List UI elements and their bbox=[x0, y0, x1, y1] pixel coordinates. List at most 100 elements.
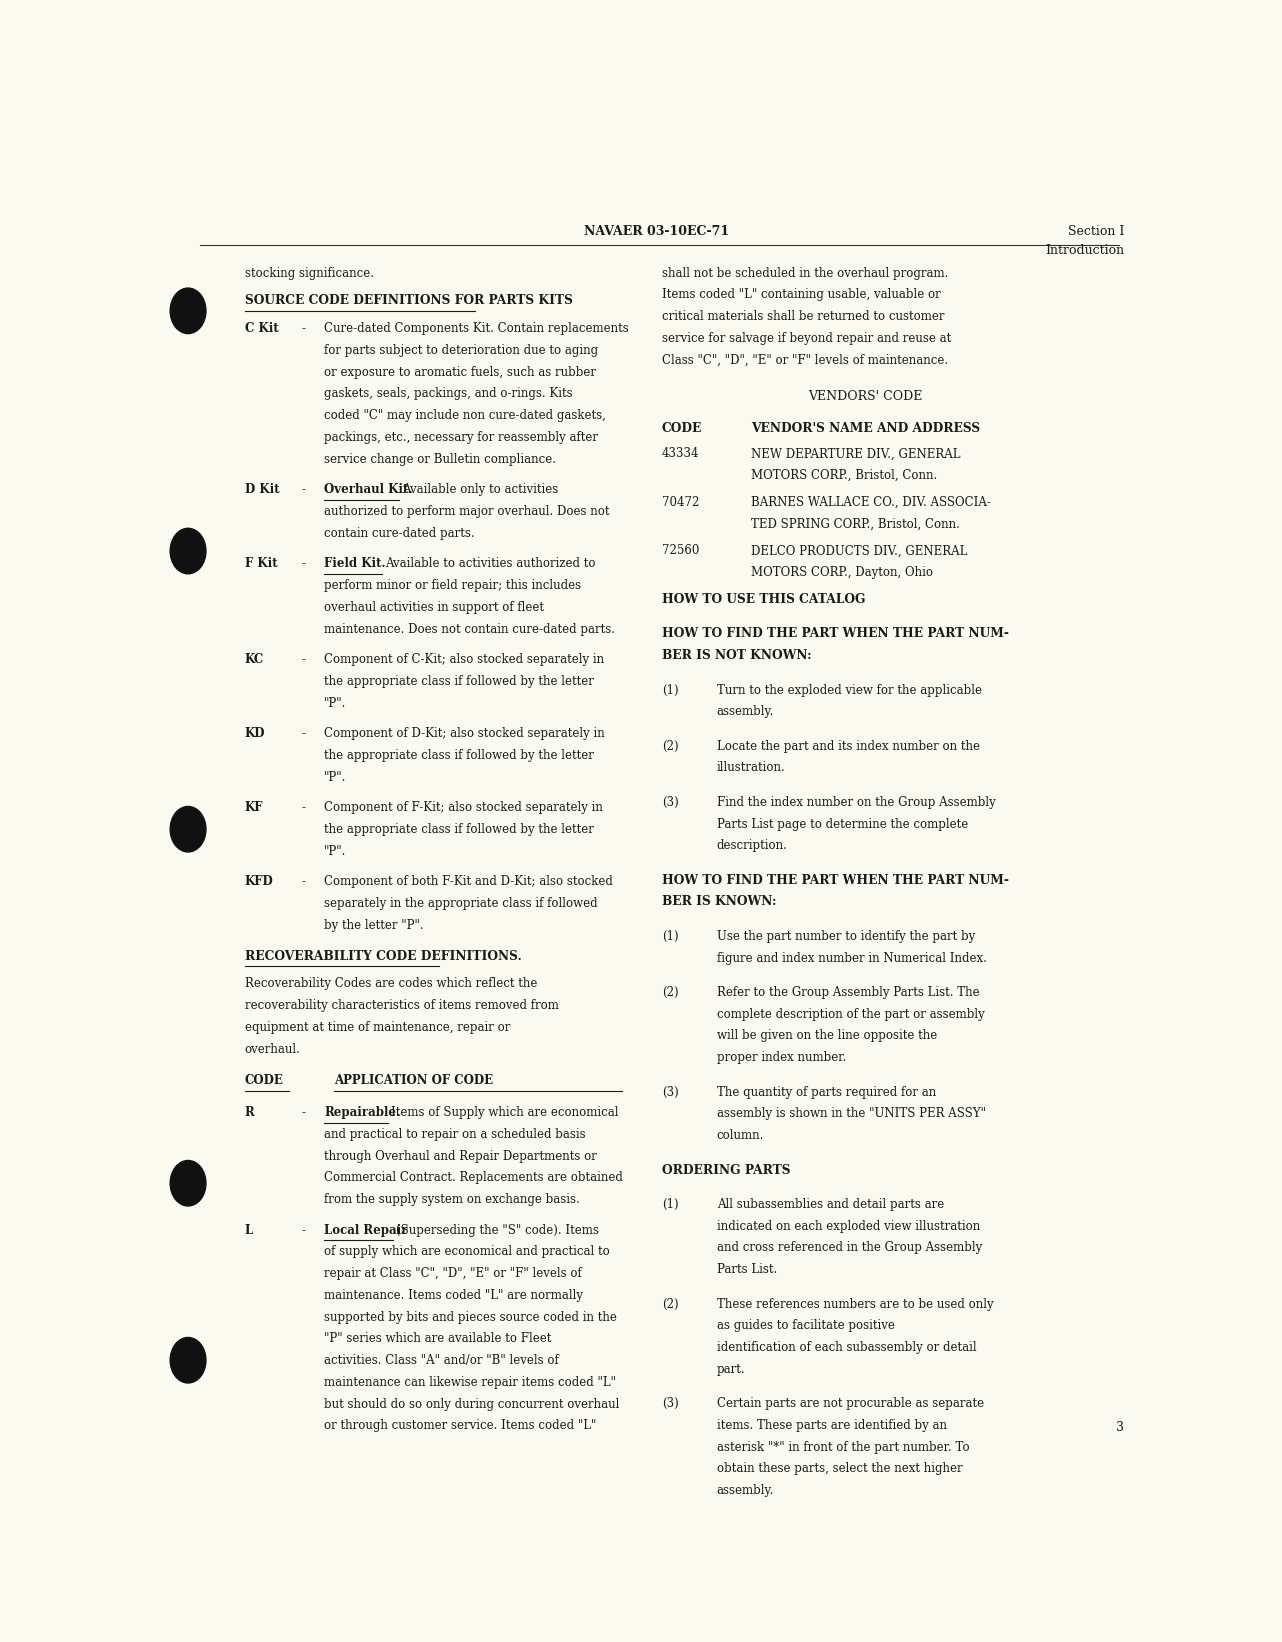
Text: for parts subject to deterioration due to aging: for parts subject to deterioration due t… bbox=[324, 343, 599, 356]
Text: Class "C", "D", "E" or "F" levels of maintenance.: Class "C", "D", "E" or "F" levels of mai… bbox=[662, 353, 949, 366]
Text: KD: KD bbox=[245, 727, 265, 741]
Text: Introduction: Introduction bbox=[1045, 243, 1124, 256]
Circle shape bbox=[171, 1338, 206, 1383]
Text: R: R bbox=[245, 1107, 254, 1120]
Text: and practical to repair on a scheduled basis: and practical to repair on a scheduled b… bbox=[324, 1128, 586, 1141]
Text: Items of Supply which are economical: Items of Supply which are economical bbox=[391, 1107, 618, 1120]
Text: APPLICATION OF CODE: APPLICATION OF CODE bbox=[335, 1074, 494, 1087]
Text: Parts List page to determine the complete: Parts List page to determine the complet… bbox=[717, 818, 968, 831]
Text: (2): (2) bbox=[662, 739, 678, 752]
Text: BER IS NOT KNOWN:: BER IS NOT KNOWN: bbox=[662, 649, 812, 662]
Text: illustration.: illustration. bbox=[717, 762, 786, 775]
Text: activities. Class "A" and/or "B" levels of: activities. Class "A" and/or "B" levels … bbox=[324, 1355, 559, 1368]
Text: KF: KF bbox=[245, 801, 263, 814]
Text: assembly.: assembly. bbox=[717, 1484, 774, 1498]
Text: CODE: CODE bbox=[662, 422, 703, 435]
Text: Refer to the Group Assembly Parts List. The: Refer to the Group Assembly Parts List. … bbox=[717, 985, 979, 998]
Text: assembly is shown in the "UNITS PER ASSY": assembly is shown in the "UNITS PER ASSY… bbox=[717, 1107, 986, 1120]
Text: equipment at time of maintenance, repair or: equipment at time of maintenance, repair… bbox=[245, 1021, 510, 1034]
Text: maintenance can likewise repair items coded "L": maintenance can likewise repair items co… bbox=[324, 1376, 617, 1389]
Text: -: - bbox=[301, 322, 305, 335]
Text: Available only to activities: Available only to activities bbox=[403, 483, 559, 496]
Text: -: - bbox=[301, 801, 305, 814]
Text: The quantity of parts required for an: The quantity of parts required for an bbox=[717, 1085, 936, 1098]
Text: (2): (2) bbox=[662, 1297, 678, 1310]
Text: Component of C-Kit; also stocked separately in: Component of C-Kit; also stocked separat… bbox=[324, 654, 604, 667]
Text: or through customer service. Items coded "L": or through customer service. Items coded… bbox=[324, 1419, 596, 1432]
Text: (3): (3) bbox=[662, 1397, 678, 1410]
Text: -: - bbox=[301, 1107, 305, 1120]
Text: figure and index number in Numerical Index.: figure and index number in Numerical Ind… bbox=[717, 952, 987, 964]
Circle shape bbox=[171, 287, 206, 333]
Text: SOURCE CODE DEFINITIONS FOR PARTS KITS: SOURCE CODE DEFINITIONS FOR PARTS KITS bbox=[245, 294, 573, 307]
Text: Commercial Contract. Replacements are obtained: Commercial Contract. Replacements are ob… bbox=[324, 1171, 623, 1184]
Text: F Kit: F Kit bbox=[245, 557, 277, 570]
Text: coded "C" may include non cure-dated gaskets,: coded "C" may include non cure-dated gas… bbox=[324, 409, 606, 422]
Text: (Superseding the "S" code). Items: (Superseding the "S" code). Items bbox=[396, 1223, 599, 1236]
Text: -: - bbox=[301, 654, 305, 667]
Text: (2): (2) bbox=[662, 985, 678, 998]
Text: BARNES WALLACE CO., DIV. ASSOCIA-: BARNES WALLACE CO., DIV. ASSOCIA- bbox=[751, 496, 991, 509]
Text: service for salvage if beyond repair and reuse at: service for salvage if beyond repair and… bbox=[662, 332, 951, 345]
Text: "P" series which are available to Fleet: "P" series which are available to Fleet bbox=[324, 1332, 551, 1345]
Text: obtain these parts, select the next higher: obtain these parts, select the next high… bbox=[717, 1463, 963, 1476]
Text: BER IS KNOWN:: BER IS KNOWN: bbox=[662, 895, 777, 908]
Text: HOW TO FIND THE PART WHEN THE PART NUM-: HOW TO FIND THE PART WHEN THE PART NUM- bbox=[662, 627, 1009, 640]
Text: column.: column. bbox=[717, 1130, 764, 1143]
Text: overhaul activities in support of fleet: overhaul activities in support of fleet bbox=[324, 601, 544, 614]
Text: NAVAER 03-10EC-71: NAVAER 03-10EC-71 bbox=[585, 225, 729, 238]
Text: complete description of the part or assembly: complete description of the part or asse… bbox=[717, 1008, 985, 1021]
Text: from the supply system on exchange basis.: from the supply system on exchange basis… bbox=[324, 1194, 579, 1207]
Text: critical materials shall be returned to customer: critical materials shall be returned to … bbox=[662, 310, 945, 323]
Text: will be given on the line opposite the: will be given on the line opposite the bbox=[717, 1030, 937, 1043]
Text: C Kit: C Kit bbox=[245, 322, 278, 335]
Text: as guides to facilitate positive: as guides to facilitate positive bbox=[717, 1319, 895, 1332]
Text: -: - bbox=[301, 483, 305, 496]
Text: Parts List.: Parts List. bbox=[717, 1263, 777, 1276]
Text: Section I: Section I bbox=[1068, 225, 1124, 238]
Text: HOW TO USE THIS CATALOG: HOW TO USE THIS CATALOG bbox=[662, 593, 865, 606]
Text: -: - bbox=[301, 727, 305, 741]
Text: 3: 3 bbox=[1117, 1420, 1124, 1433]
Text: Component of D-Kit; also stocked separately in: Component of D-Kit; also stocked separat… bbox=[324, 727, 605, 741]
Text: through Overhaul and Repair Departments or: through Overhaul and Repair Departments … bbox=[324, 1149, 597, 1163]
Text: 70472: 70472 bbox=[662, 496, 700, 509]
Text: Repairable.: Repairable. bbox=[324, 1107, 400, 1120]
Text: of supply which are economical and practical to: of supply which are economical and pract… bbox=[324, 1245, 610, 1258]
Text: All subassemblies and detail parts are: All subassemblies and detail parts are bbox=[717, 1199, 944, 1210]
Text: KFD: KFD bbox=[245, 875, 273, 888]
Text: Field Kit.: Field Kit. bbox=[324, 557, 386, 570]
Text: perform minor or field repair; this includes: perform minor or field repair; this incl… bbox=[324, 580, 581, 593]
Text: D Kit: D Kit bbox=[245, 483, 279, 496]
Text: Turn to the exploded view for the applicable: Turn to the exploded view for the applic… bbox=[717, 683, 982, 696]
Text: Locate the part and its index number on the: Locate the part and its index number on … bbox=[717, 739, 979, 752]
Text: KC: KC bbox=[245, 654, 264, 667]
Text: recoverability characteristics of items removed from: recoverability characteristics of items … bbox=[245, 998, 559, 1011]
Text: Cure-dated Components Kit. Contain replacements: Cure-dated Components Kit. Contain repla… bbox=[324, 322, 629, 335]
Text: -: - bbox=[301, 875, 305, 888]
Text: contain cure-dated parts.: contain cure-dated parts. bbox=[324, 527, 474, 540]
Text: L: L bbox=[245, 1223, 253, 1236]
Text: (1): (1) bbox=[662, 683, 678, 696]
Text: Use the part number to identify the part by: Use the part number to identify the part… bbox=[717, 929, 974, 943]
Text: the appropriate class if followed by the letter: the appropriate class if followed by the… bbox=[324, 675, 594, 688]
Text: MOTORS CORP., Bristol, Conn.: MOTORS CORP., Bristol, Conn. bbox=[751, 470, 937, 483]
Text: ORDERING PARTS: ORDERING PARTS bbox=[662, 1164, 791, 1177]
Circle shape bbox=[171, 1161, 206, 1205]
Text: Component of F-Kit; also stocked separately in: Component of F-Kit; also stocked separat… bbox=[324, 801, 603, 814]
Text: and cross referenced in the Group Assembly: and cross referenced in the Group Assemb… bbox=[717, 1241, 982, 1254]
Text: packings, etc., necessary for reassembly after: packings, etc., necessary for reassembly… bbox=[324, 430, 599, 443]
Text: shall not be scheduled in the overhaul program.: shall not be scheduled in the overhaul p… bbox=[662, 266, 949, 279]
Text: stocking significance.: stocking significance. bbox=[245, 266, 373, 279]
Text: part.: part. bbox=[717, 1363, 745, 1376]
Text: maintenance. Items coded "L" are normally: maintenance. Items coded "L" are normall… bbox=[324, 1289, 583, 1302]
Text: (1): (1) bbox=[662, 1199, 678, 1210]
Text: asterisk "*" in front of the part number. To: asterisk "*" in front of the part number… bbox=[717, 1440, 969, 1453]
Text: gaskets, seals, packings, and o-rings. Kits: gaskets, seals, packings, and o-rings. K… bbox=[324, 388, 573, 401]
Text: CODE: CODE bbox=[245, 1074, 283, 1087]
Text: Component of both F-Kit and D-Kit; also stocked: Component of both F-Kit and D-Kit; also … bbox=[324, 875, 613, 888]
Text: maintenance. Does not contain cure-dated parts.: maintenance. Does not contain cure-dated… bbox=[324, 622, 615, 635]
Text: (3): (3) bbox=[662, 1085, 678, 1098]
Text: -: - bbox=[301, 1223, 305, 1236]
Circle shape bbox=[171, 529, 206, 573]
